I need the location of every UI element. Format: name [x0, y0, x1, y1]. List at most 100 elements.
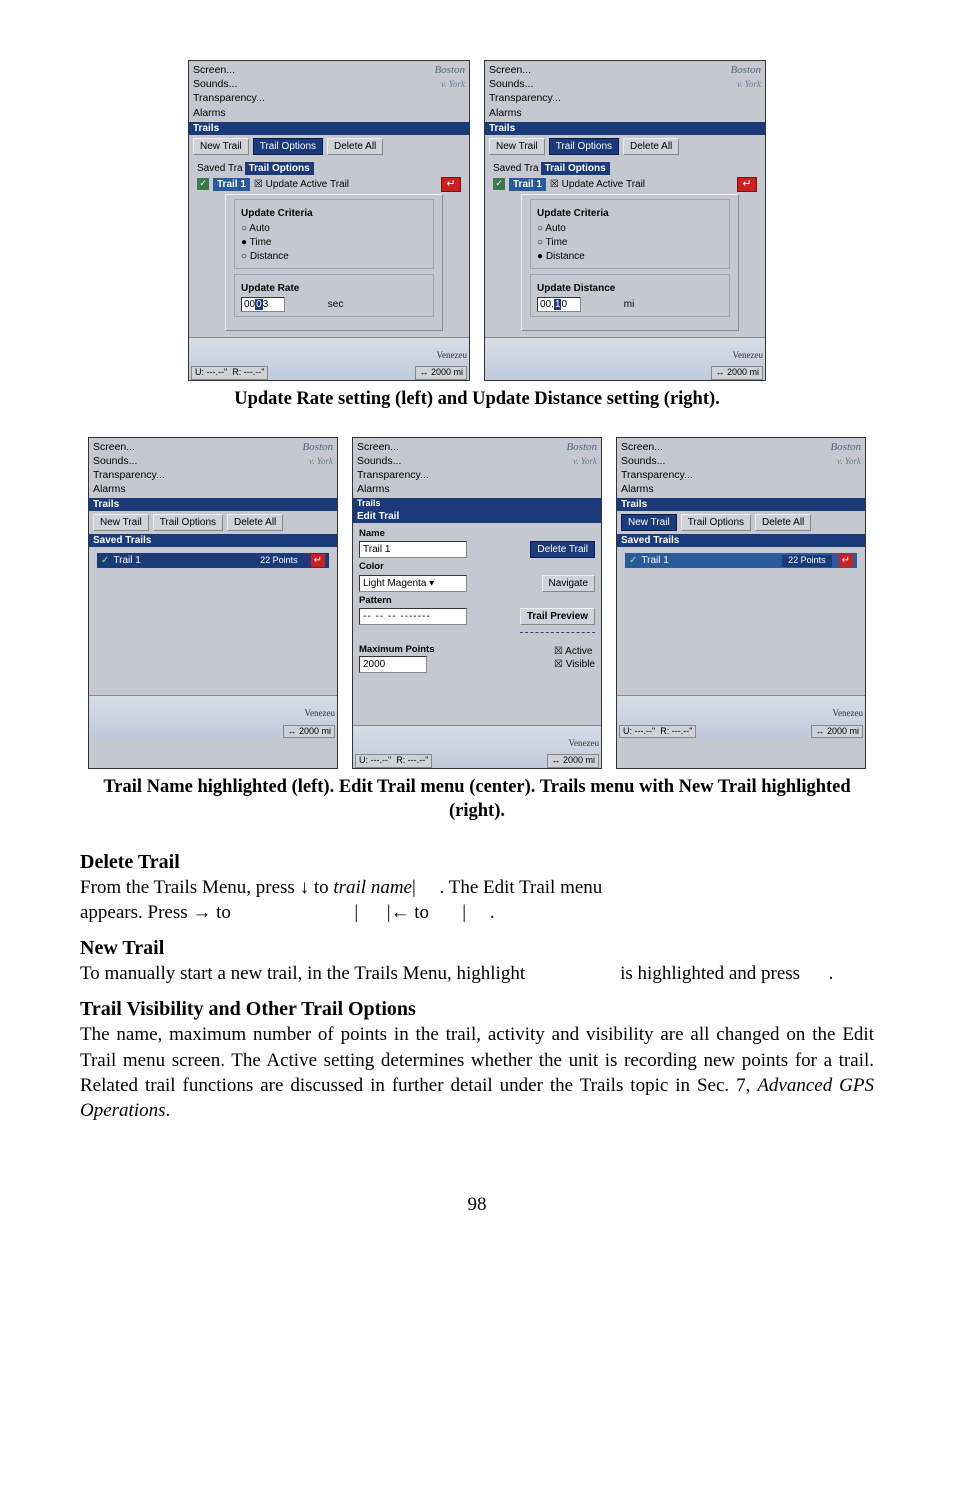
delete-trail-heading: Delete Trail	[80, 849, 874, 875]
map-footer: Venezeu U: ---.--" R: ---.--" ↔ 2000 mi	[189, 337, 469, 380]
menu-transparency[interactable]: Transparency...	[357, 468, 566, 482]
new-trail-button[interactable]: New Trail	[621, 514, 677, 531]
new-trail-button[interactable]: New Trail	[489, 138, 545, 155]
check-icon: ✓	[493, 178, 505, 190]
visible-checkbox[interactable]: Visible	[554, 658, 595, 671]
trail1-label[interactable]: Trail 1	[509, 178, 546, 191]
menu-screen[interactable]: Screen...	[621, 440, 830, 454]
scale-readout: ↔ 2000 mi	[711, 366, 763, 380]
menu-alarms[interactable]: Alarms	[489, 106, 730, 120]
new-trail-button[interactable]: New Trail	[193, 138, 249, 155]
radio-time[interactable]: Time	[537, 236, 723, 249]
map-footer: Venezeu ↔ 2000 mi	[485, 337, 765, 380]
city-boston: Boston	[730, 63, 761, 78]
scale-readout: ↔ 2000 mi	[547, 754, 599, 768]
update-criteria-label: Update Criteria	[537, 207, 723, 220]
gps-newtrail-window: Screen... Sounds... Transparency... Alar…	[616, 437, 866, 769]
coords-readout: U: ---.--" R: ---.--"	[355, 754, 432, 768]
update-active-check[interactable]: ☒ Update Active Trail	[254, 178, 349, 191]
update-distance-input[interactable]: 00.10	[537, 297, 581, 312]
pattern-label: Pattern	[359, 595, 595, 607]
navigate-button[interactable]: Navigate	[542, 575, 595, 592]
city-boston: Boston	[830, 440, 861, 455]
trail-options-button[interactable]: Trail Options	[253, 138, 323, 155]
back-icon[interactable]: ↵	[311, 554, 325, 567]
figure-2-row: Screen... Sounds... Transparency... Alar…	[80, 437, 874, 769]
trail1-highlighted[interactable]: Trail 1	[113, 554, 140, 567]
menu-transparency[interactable]: Transparency...	[621, 468, 830, 482]
city-york: v. York	[566, 455, 597, 467]
menu-alarms[interactable]: Alarms	[621, 482, 830, 496]
city-boston: Boston	[302, 440, 333, 455]
trails-bar: Trails	[189, 122, 469, 135]
new-trail-body: To manually start a new trail, in the Tr…	[80, 961, 874, 986]
back-icon[interactable]: ↵	[737, 177, 757, 192]
tool-row: New Trail Trail Options Delete All	[189, 135, 469, 158]
trail-options-tag: Trail Options	[541, 162, 610, 175]
menu-sounds[interactable]: Sounds...	[193, 77, 434, 91]
menu-transparency[interactable]: Transparency...	[93, 468, 302, 482]
delete-trail-body: From the Trails Menu, press ↓ to trail n…	[80, 875, 874, 925]
radio-auto[interactable]: Auto	[537, 222, 723, 235]
back-icon[interactable]: ↵	[441, 177, 461, 192]
menu-transparency[interactable]: Transparency...	[489, 91, 730, 105]
trails-bar: Trails	[353, 498, 601, 510]
delete-trail-button[interactable]: Delete Trail	[530, 541, 595, 558]
city-boston: Boston	[566, 440, 597, 455]
color-select[interactable]: Light Magenta ▾	[359, 575, 467, 592]
menu-screen[interactable]: Screen...	[357, 440, 566, 454]
menu-top: Screen... Sounds... Transparency... Alar…	[617, 438, 865, 499]
trail-visibility-body: The name, maximum number of points in th…	[80, 1022, 874, 1122]
pattern-input[interactable]: -- -- -- -------	[359, 608, 467, 625]
new-trail-button[interactable]: New Trail	[93, 514, 149, 531]
menu-sounds[interactable]: Sounds...	[621, 454, 830, 468]
trail-options-button[interactable]: Trail Options	[681, 514, 751, 531]
figure-1-caption: Update Rate setting (left) and Update Di…	[80, 387, 874, 411]
trail1-label[interactable]: Trail 1	[213, 178, 250, 191]
venez-label: Venezeu	[569, 738, 599, 750]
tool-row: New Trail Trail Options Delete All	[485, 135, 765, 158]
radio-distance[interactable]: Distance	[537, 250, 723, 263]
delete-all-button[interactable]: Delete All	[227, 514, 283, 531]
check-icon: ✓	[197, 178, 209, 190]
saved-trails-bar: Saved Trails	[617, 534, 865, 547]
venez-label: Venezeu	[305, 708, 335, 720]
menu-transparency[interactable]: Transparency...	[193, 91, 434, 105]
saved-prefix: Saved Tra	[197, 162, 245, 175]
trail-options-button[interactable]: Trail Options	[549, 138, 619, 155]
trail-options-tag: Trail Options	[245, 162, 314, 175]
menu-alarms[interactable]: Alarms	[193, 106, 434, 120]
name-input[interactable]: Trail 1	[359, 541, 467, 558]
menu-screen[interactable]: Screen...	[93, 440, 302, 454]
menu-sounds[interactable]: Sounds...	[489, 77, 730, 91]
update-distance-label: Update Distance	[537, 282, 723, 295]
color-label: Color	[359, 561, 595, 573]
delete-all-button[interactable]: Delete All	[327, 138, 383, 155]
active-checkbox[interactable]: Active	[554, 645, 595, 658]
delete-all-button[interactable]: Delete All	[623, 138, 679, 155]
map-footer: Venezeu ↔ 2000 mi	[89, 695, 337, 738]
menu-sounds[interactable]: Sounds...	[93, 454, 302, 468]
max-points-label: Maximum Points	[359, 644, 544, 656]
max-points-input[interactable]: 2000	[359, 656, 427, 673]
back-icon[interactable]: ↵	[839, 554, 853, 567]
trail-options-button[interactable]: Trail Options	[153, 514, 223, 531]
trails-bar: Trails	[485, 122, 765, 135]
menu-alarms[interactable]: Alarms	[93, 482, 302, 496]
trail-preview-label: Trail Preview	[520, 608, 595, 625]
delete-all-button[interactable]: Delete All	[755, 514, 811, 531]
menu-screen[interactable]: Screen...	[193, 63, 434, 77]
update-active-check[interactable]: ☒ Update Active Trail	[550, 178, 645, 191]
menu-top: Screen... Sounds... Transparency... Alar…	[89, 438, 337, 499]
radio-auto[interactable]: Auto	[241, 222, 427, 235]
radio-time[interactable]: Time	[241, 236, 427, 249]
map-footer: Venezeu U: ---.--" R: ---.--" ↔ 2000 mi	[617, 695, 865, 738]
trail1-item[interactable]: Trail 1	[641, 554, 668, 567]
check-icon: ✓	[101, 554, 109, 567]
menu-screen[interactable]: Screen...	[489, 63, 730, 77]
trails-bar: Trails	[89, 498, 337, 511]
update-rate-input[interactable]: 0003	[241, 297, 285, 312]
menu-alarms[interactable]: Alarms	[357, 482, 566, 496]
menu-sounds[interactable]: Sounds...	[357, 454, 566, 468]
radio-distance[interactable]: Distance	[241, 250, 427, 263]
